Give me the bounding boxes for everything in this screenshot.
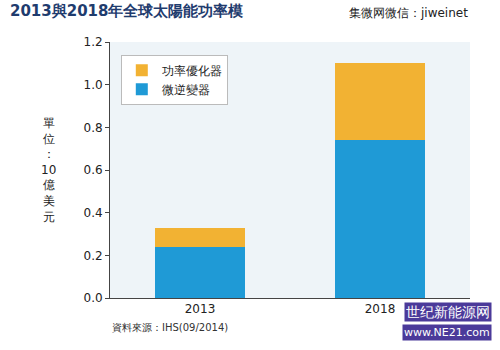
svg-text:世纪新能源网: 世纪新能源网 <box>406 304 490 320</box>
svg-text:2013: 2013 <box>185 302 216 316</box>
svg-text:功率優化器: 功率優化器 <box>162 64 222 78</box>
svg-text:www.NE21.com: www.NE21.com <box>404 326 490 339</box>
svg-text:1.2: 1.2 <box>84 35 103 49</box>
svg-text:微逆變器: 微逆變器 <box>162 83 210 97</box>
svg-text:單位：10億美元: 單位：10億美元 <box>41 116 56 224</box>
svg-text:0.8: 0.8 <box>84 121 103 135</box>
svg-text:0.4: 0.4 <box>84 206 103 220</box>
svg-text:資料來源：IHS(09/2014): 資料來源：IHS(09/2014) <box>112 322 228 333</box>
svg-text:0.0: 0.0 <box>84 291 103 305</box>
svg-text:1.0: 1.0 <box>84 78 103 92</box>
svg-text:集微网微信：jiweinet: 集微网微信：jiweinet <box>349 6 468 20</box>
svg-text:0.6: 0.6 <box>84 163 103 177</box>
svg-text:2018: 2018 <box>365 302 396 316</box>
svg-text:2013與2018年全球太陽能功率模: 2013與2018年全球太陽能功率模 <box>10 2 244 20</box>
svg-text:0.2: 0.2 <box>84 249 103 263</box>
